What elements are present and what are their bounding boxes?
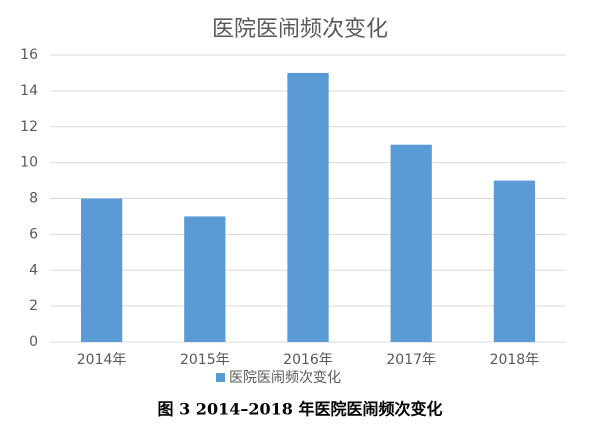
x-tick-label: 2014年 xyxy=(77,352,127,368)
y-tick-label: 12 xyxy=(20,119,38,135)
x-tick-label: 2017年 xyxy=(386,352,436,368)
bar xyxy=(184,216,226,342)
y-tick-label: 6 xyxy=(29,226,38,242)
bar xyxy=(80,198,123,342)
chart-title: 医院医闹频次变化 xyxy=(212,17,388,42)
bar xyxy=(287,72,329,342)
y-tick-label: 4 xyxy=(29,262,38,278)
x-tick-label: 2018年 xyxy=(490,352,540,368)
y-tick-label: 14 xyxy=(20,83,38,99)
y-tick-label: 10 xyxy=(20,155,38,171)
legend-swatch xyxy=(216,373,225,382)
bar xyxy=(390,144,432,342)
x-tick-label: 2015年 xyxy=(180,352,230,368)
y-tick-label: 0 xyxy=(29,334,38,350)
x-tick-label: 2016年 xyxy=(283,352,333,368)
caption: 图 3 2014–2018 年医院医闹频次变化 xyxy=(158,400,443,419)
y-tick-label: 8 xyxy=(29,191,38,207)
y-tick-label: 2 xyxy=(29,298,38,314)
legend-label: 医院医闹频次变化 xyxy=(229,370,341,386)
y-tick-label: 16 xyxy=(20,47,38,63)
bar xyxy=(493,180,536,342)
